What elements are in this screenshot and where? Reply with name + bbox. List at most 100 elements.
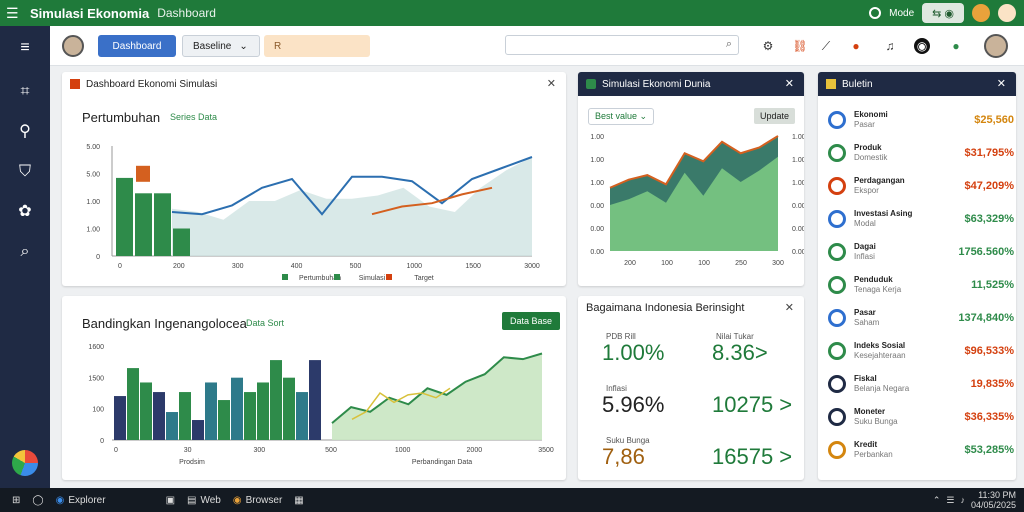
item-name: Produk Domestik (854, 143, 964, 163)
app-logo-icon[interactable] (12, 450, 38, 476)
taskbar-item-web[interactable]: ▤ Web (187, 494, 221, 506)
list-item[interactable]: Indeks Sosial Kesejahteraan $96,533% (828, 335, 1014, 367)
card-header-title: Bagaimana Indonesia Berinsight (586, 302, 745, 314)
chart-title: Pertumbuhan (82, 110, 161, 125)
item-title: Penduduk (854, 275, 893, 284)
list-item[interactable]: Moneter Suku Bunga $36,335% (828, 401, 1014, 433)
kpi-value: 7,86 (602, 444, 645, 469)
update-button[interactable]: Update (754, 108, 796, 124)
data-base-button[interactable]: Data Base (502, 312, 561, 330)
close-icon[interactable]: ✕ (546, 78, 556, 90)
taskbar-item-files[interactable]: ▣ (166, 495, 175, 506)
item-title: Ekonomi (854, 110, 888, 119)
x-axis-label: Perbandingan Data (412, 459, 472, 466)
yellow-line (351, 387, 451, 420)
x-tick-label: 200 (173, 263, 185, 270)
link-icon[interactable]: ⛓ (792, 39, 808, 53)
y-tick-label: 0 (96, 254, 100, 261)
wrench-icon[interactable]: ⚲ (19, 123, 31, 140)
hamburger-menu-icon[interactable]: ☰ (6, 4, 19, 21)
taskbar-item-explorer[interactable]: ◉ Explorer (55, 494, 106, 506)
kpi-label: Inflasi (606, 384, 627, 393)
titlebar-mode-label: Mode (889, 7, 915, 19)
legend-label: Simulasi (359, 275, 386, 282)
bar (179, 392, 191, 440)
list-item[interactable]: Penduduk Tenaga Kerja 11,525% (828, 269, 1014, 301)
dashboard-button[interactable]: Dashboard (98, 35, 176, 57)
x-tick-label: 200 (624, 260, 636, 267)
chart-title: Bandingkan Ingenangolocea (82, 316, 247, 331)
kpi-value: 8.36> (712, 340, 768, 365)
item-icon (828, 243, 846, 261)
list-item[interactable]: Pasar Saham 1374,840% (828, 302, 1014, 334)
y-tick-label: 100 (92, 407, 104, 414)
taskbar-item-browser[interactable]: ◉ Browser (232, 494, 283, 506)
list-item[interactable]: Perdagangan Ekspor $47,209% (828, 170, 1014, 202)
kpi-label: Suku Bunga (606, 436, 650, 445)
search-circle-icon[interactable]: ◯ (32, 494, 44, 506)
y-tick-label: 1.00 (86, 227, 100, 234)
network-icon[interactable]: ☰ (946, 494, 955, 505)
toggle-switch[interactable]: ⇆ ◉ (922, 3, 964, 23)
world-area-chart: 1.00 1.00 1.00 1.00 1.00 1.00 0.00 0.00 0.00 0.00… (590, 134, 804, 267)
alert-icon[interactable]: ● (852, 39, 860, 53)
profile-avatar[interactable] (62, 35, 84, 57)
clock[interactable]: 11:30 PM 04/05/2025 (970, 490, 1016, 510)
x-axis-label: Prodsim (179, 459, 205, 466)
kpi-value: 10275 > (712, 392, 793, 417)
bar (153, 392, 165, 440)
gear-icon[interactable]: ⚙ (762, 39, 774, 53)
filter-field[interactable]: R (264, 35, 370, 57)
chart-legend-inline: Data Sort (246, 318, 285, 328)
status-dot-icon: ● (952, 39, 960, 53)
list-item[interactable]: Fiskal Belanja Negara 19,835% (828, 368, 1014, 400)
y-tick-label: 0.00 (590, 249, 604, 256)
legend-swatch (282, 274, 288, 280)
scenario-select[interactable]: Baseline ⌄ (182, 35, 260, 57)
item-icon (828, 144, 846, 162)
close-icon[interactable]: ✕ (996, 78, 1006, 90)
x-tick-label: 0 (118, 263, 122, 270)
shield-icon[interactable]: ⛉ (18, 163, 31, 180)
item-sub: Suku Bunga (854, 417, 898, 426)
orange-line (609, 135, 779, 189)
item-icon (828, 375, 846, 393)
notification-icon[interactable] (972, 4, 990, 22)
taskbar-item-store[interactable]: ▦ (294, 495, 303, 506)
bell-icon[interactable]: ♫ (885, 39, 895, 53)
value-select[interactable]: Best value ⌄ (588, 108, 655, 125)
start-button[interactable]: ⊞ (12, 494, 21, 506)
growth-chart-card: Dashboard Ekonomi Simulasi ✕ Pertumbuhan… (62, 72, 566, 286)
y-tick-label-right: 0.00 (792, 226, 804, 233)
item-value: $96,533% (964, 345, 1014, 357)
search-icon[interactable]: ⌕ (20, 243, 30, 260)
list-item[interactable]: Kredit Perbankan $53,285% (828, 434, 1014, 466)
item-value: $31,795% (964, 147, 1014, 159)
list-item[interactable]: Dagai Inflasi 1756.560% (828, 236, 1014, 268)
y-tick-label-right: 0.00 (792, 203, 804, 210)
list-item[interactable]: Ekonomi Pasar $25,560 (828, 104, 1014, 136)
grid-icon[interactable]: ⌗ (20, 83, 30, 100)
x-tick-label: 400 (291, 263, 303, 270)
y-tick-label: 1.00 (590, 180, 604, 187)
card-header: Bagaimana Indonesia Berinsight ✕ (578, 296, 804, 320)
tray-chevron-icon[interactable]: ⌃ (932, 494, 941, 505)
menu-icon[interactable]: ≡ (20, 39, 30, 56)
search-input[interactable]: ⌕ (505, 35, 739, 55)
area-series (172, 157, 532, 256)
bar (205, 382, 217, 440)
account-avatar[interactable] (984, 34, 1008, 58)
app-title: Simulasi Ekonomia (30, 5, 150, 21)
list-item[interactable]: Investasi Asing Modal $63,329% (828, 203, 1014, 235)
item-sub: Belanja Negara (854, 384, 910, 393)
user-avatar[interactable] (998, 4, 1016, 22)
pin-icon[interactable]: ⟋ (821, 39, 831, 53)
volume-icon[interactable]: ♪ (960, 495, 965, 505)
close-icon[interactable]: ✕ (784, 302, 794, 314)
user-icon[interactable]: ◉ (914, 38, 930, 54)
item-icon (828, 177, 846, 195)
close-icon[interactable]: ✕ (784, 78, 794, 90)
list-item[interactable]: Produk Domestik $31,795% (828, 137, 1014, 169)
settings-icon[interactable]: ✿ (18, 203, 32, 220)
x-tick-label: 0 (114, 447, 118, 454)
